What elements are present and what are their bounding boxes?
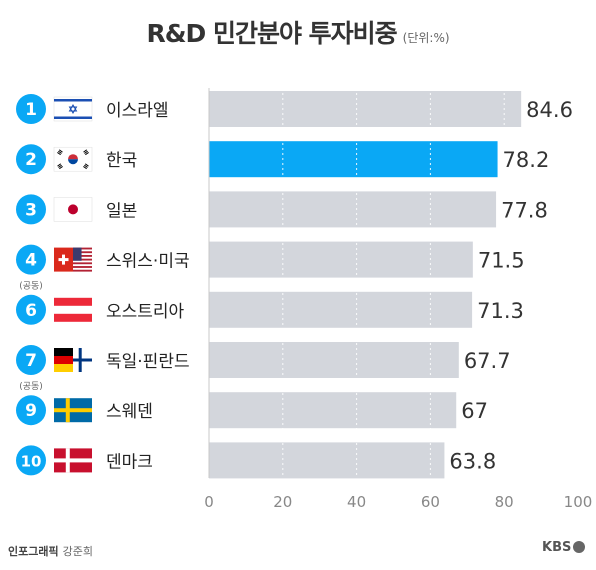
nordic-cross-icon [54, 458, 92, 463]
trigram-icon [57, 149, 63, 156]
country-name: 이스라엘 [106, 101, 169, 121]
finland-cross-icon [73, 358, 92, 362]
rank-circle [16, 194, 46, 225]
footer-credit: 인포그래픽 강준희 [8, 543, 93, 559]
rank-number: 4 [25, 251, 37, 271]
country-name: 오스트리아 [106, 302, 185, 322]
bar [209, 442, 445, 479]
tick-label: 0 [204, 493, 214, 511]
rank-circle [16, 395, 46, 426]
bar [209, 91, 522, 127]
value-label: 77.8 [501, 198, 548, 222]
rank-number: 9 [25, 401, 37, 421]
country-name: 스웨덴 [106, 402, 153, 422]
swiss-cross-icon [58, 258, 69, 262]
germany-flag [54, 348, 73, 356]
trigram-icon [83, 149, 89, 156]
country-name: 스위스·미국 [106, 252, 190, 272]
country-name: 독일·핀란드 [106, 352, 190, 372]
usa-flag-stripe [73, 254, 92, 257]
rank-number: 6 [25, 301, 37, 321]
israel-flag-stripe [54, 116, 92, 119]
value-label: 71.5 [478, 249, 525, 273]
usa-flag-stripe [73, 258, 92, 261]
value-label: 67.7 [464, 349, 511, 373]
bar [209, 241, 473, 278]
value-label: 71.3 [477, 299, 524, 323]
rank-note: (공동) [19, 281, 43, 292]
rank-number: 2 [25, 150, 37, 170]
trigram-icon [57, 163, 63, 170]
germany-flag-stripe [54, 356, 73, 364]
taegeuk-icon [68, 159, 78, 165]
credit-label: 인포그래픽 [8, 545, 59, 558]
value-label: 78.2 [503, 148, 550, 172]
taegeuk-icon [68, 154, 78, 160]
rising-sun-icon [68, 204, 78, 215]
bar [209, 191, 497, 228]
unit-label: (단위:%) [402, 31, 450, 45]
bar [209, 291, 473, 328]
usa-flag-stripe [73, 266, 92, 268]
star-of-david-icon [68, 106, 78, 114]
usa-flag-stripe [73, 262, 92, 265]
tick-label: 20 [273, 493, 292, 511]
star-of-david-icon [68, 104, 78, 112]
rank-circle [16, 345, 46, 375]
value-label: 63.8 [449, 449, 496, 473]
kbs-logo: KBS [542, 540, 586, 555]
rank-note: (공동) [19, 381, 43, 392]
usa-canton [73, 247, 82, 261]
rank-circle [16, 445, 46, 476]
tick-label: 80 [495, 493, 514, 511]
rank-number: 3 [25, 200, 37, 220]
rank-circle [16, 144, 46, 175]
tick-label: 40 [347, 493, 366, 511]
nordic-cross-icon [54, 408, 92, 413]
logo-text: KBS [542, 540, 572, 555]
rank-circle [16, 294, 46, 325]
bar-chart: 0 20 40 60 80 100 1 이스라엘 84.6 2 한국 78.2 3 일본 77.8 4 (공동)… [16, 88, 593, 511]
trigram-icon [83, 163, 89, 170]
usa-flag-stripe [73, 251, 92, 254]
bar [209, 392, 457, 429]
rank-number: 7 [25, 351, 37, 371]
tick-label: 60 [421, 493, 440, 511]
logo-mark-icon [573, 541, 586, 553]
usa-flag-stripe [73, 269, 92, 272]
author-name: 강준희 [62, 545, 93, 558]
rank-number: 10 [21, 452, 42, 470]
rank-number: 1 [25, 100, 37, 120]
austria-flag-stripe [54, 305, 92, 314]
bar [209, 141, 498, 178]
country-name: 일본 [106, 201, 137, 221]
country-name: 한국 [106, 151, 137, 171]
germany-flag-stripe [54, 364, 73, 372]
tick-label: 100 [564, 493, 593, 511]
value-label: 67 [461, 399, 488, 423]
bar [209, 342, 459, 378]
usa-flag-stripe [73, 247, 92, 250]
rank-circle [16, 94, 46, 124]
israel-flag-stripe [54, 99, 92, 102]
value-label: 84.6 [526, 98, 573, 122]
chart-title: R&D 민간분야 투자비중 [146, 19, 397, 48]
rank-circle [16, 244, 46, 275]
country-name: 덴마크 [106, 452, 153, 472]
title-area: R&D 민간분야 투자비중 (단위:%) [0, 14, 596, 50]
